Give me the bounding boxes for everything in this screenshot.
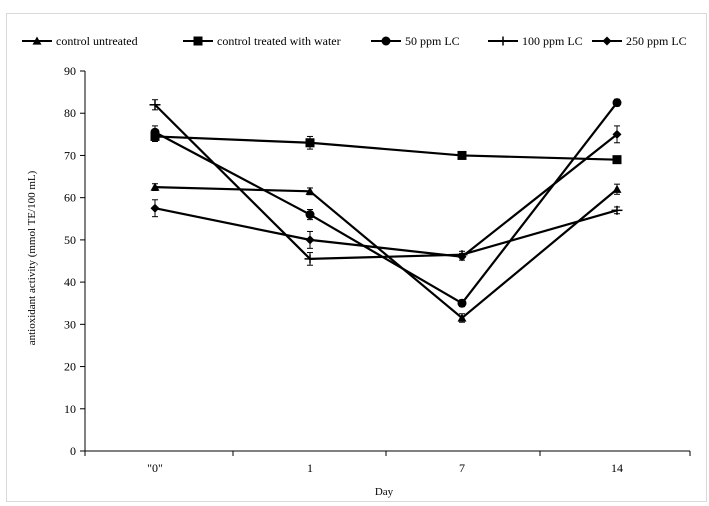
data-point (457, 252, 467, 262)
x-tick-label: 1 (307, 461, 313, 475)
data-point (612, 98, 622, 108)
series-line-4 (154, 103, 618, 261)
y-tick-label: 70 (64, 148, 76, 162)
legend-item: 50 ppm LC (371, 34, 460, 48)
legend-label: control treated with water (217, 34, 341, 48)
legend-label: 100 ppm LC (522, 34, 583, 48)
data-point (612, 155, 622, 165)
data-point (612, 129, 622, 139)
data-point (150, 203, 160, 213)
data-markers (149, 98, 623, 322)
data-point (611, 205, 623, 215)
series-line-1 (154, 186, 618, 320)
x-axis: "0" 1 7 14 (84, 450, 691, 475)
legend-swatch-marker (497, 36, 509, 46)
data-point (304, 254, 316, 264)
y-tick-label: 90 (64, 64, 76, 78)
legend-item: 100 ppm LC (488, 34, 583, 48)
legend: control untreated control treated with wa… (22, 34, 687, 48)
legend-swatch-marker (193, 36, 203, 46)
legend-item: control untreated (22, 34, 138, 48)
legend-item: 250 ppm LC (592, 34, 687, 48)
y-tick-label: 10 (64, 402, 76, 416)
series-lines (154, 101, 618, 320)
legend-swatch-marker (32, 36, 42, 45)
legend-swatch-marker (602, 36, 612, 46)
y-tick-label: 50 (64, 233, 76, 247)
data-point (612, 184, 622, 193)
data-point (305, 138, 315, 148)
y-tick-label: 80 (64, 106, 76, 120)
chart-frame (6, 13, 707, 502)
y-axis-title: antioxidant activity (mmol TE/100 mL) (26, 170, 38, 345)
y-tick-label: 20 (64, 360, 76, 374)
legend-swatch-marker (381, 36, 391, 46)
y-axis: 0 10 20 30 40 50 60 70 80 90 (64, 64, 86, 458)
y-tick-label: 60 (64, 191, 76, 205)
y-tick-label: 0 (70, 444, 76, 458)
series-line-2 (154, 135, 618, 161)
y-tick-label: 40 (64, 275, 76, 289)
x-tick-label: 7 (459, 461, 465, 475)
data-point (150, 182, 160, 191)
legend-label: 50 ppm LC (405, 34, 460, 48)
legend-label: control untreated (56, 34, 138, 48)
x-axis-title: Day (375, 486, 394, 498)
data-point (149, 100, 161, 110)
legend-label: 250 ppm LC (626, 34, 687, 48)
legend-item: control treated with water (183, 34, 341, 48)
series-line-5 (154, 133, 618, 258)
series-line-3 (154, 101, 618, 305)
y-tick-label: 30 (64, 317, 76, 331)
data-point (305, 210, 315, 220)
data-point (457, 298, 467, 308)
x-tick-label: 14 (611, 461, 623, 475)
data-point (457, 313, 467, 322)
x-tick-label: "0" (147, 461, 163, 475)
data-point (305, 186, 315, 195)
error-bars (152, 98, 620, 323)
data-point (457, 150, 467, 160)
data-point (305, 235, 315, 245)
data-point (150, 127, 160, 137)
